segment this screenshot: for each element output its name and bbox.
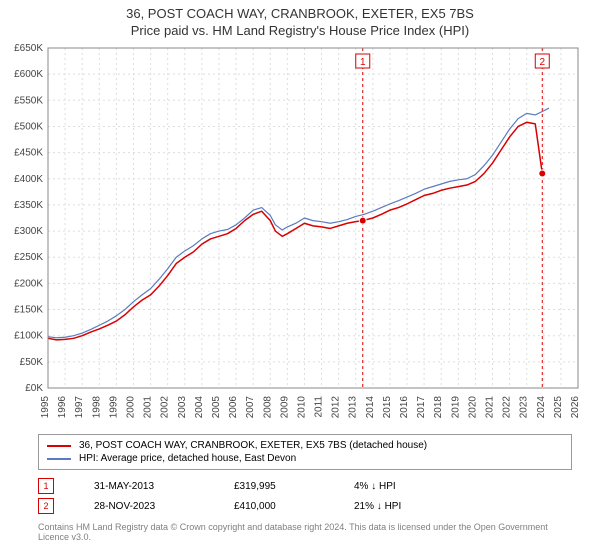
svg-text:£250K: £250K xyxy=(14,252,43,263)
svg-text:£600K: £600K xyxy=(14,69,43,80)
svg-text:£300K: £300K xyxy=(14,226,43,237)
sale-date: 28-NOV-2023 xyxy=(94,501,194,512)
sales-table: 1 31-MAY-2013 £319,995 4% ↓ HPI 2 28-NOV-2023… xyxy=(38,476,572,516)
svg-text:2: 2 xyxy=(539,57,545,68)
svg-text:2015: 2015 xyxy=(382,396,393,419)
footer-attribution: Contains HM Land Registry data © Crown c… xyxy=(38,522,572,542)
legend-swatch xyxy=(47,445,71,447)
svg-text:2003: 2003 xyxy=(177,396,188,419)
sale-row: 1 31-MAY-2013 £319,995 4% ↓ HPI xyxy=(38,476,572,496)
svg-text:2007: 2007 xyxy=(245,396,256,419)
svg-text:2006: 2006 xyxy=(228,396,239,419)
svg-text:£650K: £650K xyxy=(14,43,43,54)
svg-text:2025: 2025 xyxy=(553,396,564,419)
svg-text:2010: 2010 xyxy=(296,396,307,419)
svg-text:2018: 2018 xyxy=(433,396,444,419)
legend-swatch xyxy=(47,458,71,460)
svg-text:1999: 1999 xyxy=(108,396,119,419)
line-chart: £0K £50K £100K £150K £200K £250K £300K £350K £40… xyxy=(0,38,600,428)
sale-row: 2 28-NOV-2023 £410,000 21% ↓ HPI xyxy=(38,496,572,516)
svg-text:2013: 2013 xyxy=(348,396,359,419)
svg-text:2022: 2022 xyxy=(502,396,513,419)
svg-text:2011: 2011 xyxy=(314,396,325,418)
svg-text:2019: 2019 xyxy=(450,396,461,419)
svg-text:£200K: £200K xyxy=(14,278,43,289)
svg-text:£50K: £50K xyxy=(20,357,44,368)
svg-text:2017: 2017 xyxy=(416,396,427,419)
sale-price: £319,995 xyxy=(234,481,314,492)
legend-label: HPI: Average price, detached house, East… xyxy=(79,453,296,464)
svg-text:£350K: £350K xyxy=(14,200,43,211)
svg-text:2023: 2023 xyxy=(519,396,530,419)
svg-text:2009: 2009 xyxy=(279,396,290,419)
legend-row: 36, POST COACH WAY, CRANBROOK, EXETER, E… xyxy=(47,439,563,452)
chart-subtitle: Price paid vs. HM Land Registry's House … xyxy=(0,23,600,38)
svg-text:2026: 2026 xyxy=(570,396,581,419)
sale-marker: 1 xyxy=(38,478,54,494)
svg-text:1: 1 xyxy=(360,57,366,68)
svg-text:2016: 2016 xyxy=(399,396,410,419)
svg-text:1995: 1995 xyxy=(40,396,51,419)
svg-text:£0K: £0K xyxy=(25,383,43,394)
svg-text:2000: 2000 xyxy=(125,396,136,419)
svg-text:£500K: £500K xyxy=(14,121,43,132)
sale-pct: 4% ↓ HPI xyxy=(354,481,434,492)
chart-title: 36, POST COACH WAY, CRANBROOK, EXETER, E… xyxy=(0,6,600,21)
svg-text:£150K: £150K xyxy=(14,305,43,316)
svg-text:2012: 2012 xyxy=(331,396,342,419)
sale-marker: 2 xyxy=(38,498,54,514)
svg-text:2020: 2020 xyxy=(467,396,478,419)
svg-text:2001: 2001 xyxy=(143,396,154,419)
sale-date: 31-MAY-2013 xyxy=(94,481,194,492)
legend-row: HPI: Average price, detached house, East… xyxy=(47,452,563,465)
svg-text:2004: 2004 xyxy=(194,396,205,419)
svg-text:1998: 1998 xyxy=(91,396,102,419)
svg-text:£550K: £550K xyxy=(14,95,43,106)
svg-text:£400K: £400K xyxy=(14,174,43,185)
svg-text:2008: 2008 xyxy=(262,396,273,419)
svg-text:2005: 2005 xyxy=(211,396,222,419)
svg-text:1997: 1997 xyxy=(74,396,85,419)
chart-legend: 36, POST COACH WAY, CRANBROOK, EXETER, E… xyxy=(38,434,572,470)
svg-text:£450K: £450K xyxy=(14,148,43,159)
svg-text:2024: 2024 xyxy=(536,396,547,419)
svg-text:2021: 2021 xyxy=(485,396,496,419)
svg-text:2014: 2014 xyxy=(365,396,376,419)
legend-label: 36, POST COACH WAY, CRANBROOK, EXETER, E… xyxy=(79,440,427,451)
svg-text:2002: 2002 xyxy=(160,396,171,419)
sale-price: £410,000 xyxy=(234,501,314,512)
sale-pct: 21% ↓ HPI xyxy=(354,501,434,512)
svg-text:1996: 1996 xyxy=(57,396,68,419)
svg-text:£100K: £100K xyxy=(14,331,43,342)
